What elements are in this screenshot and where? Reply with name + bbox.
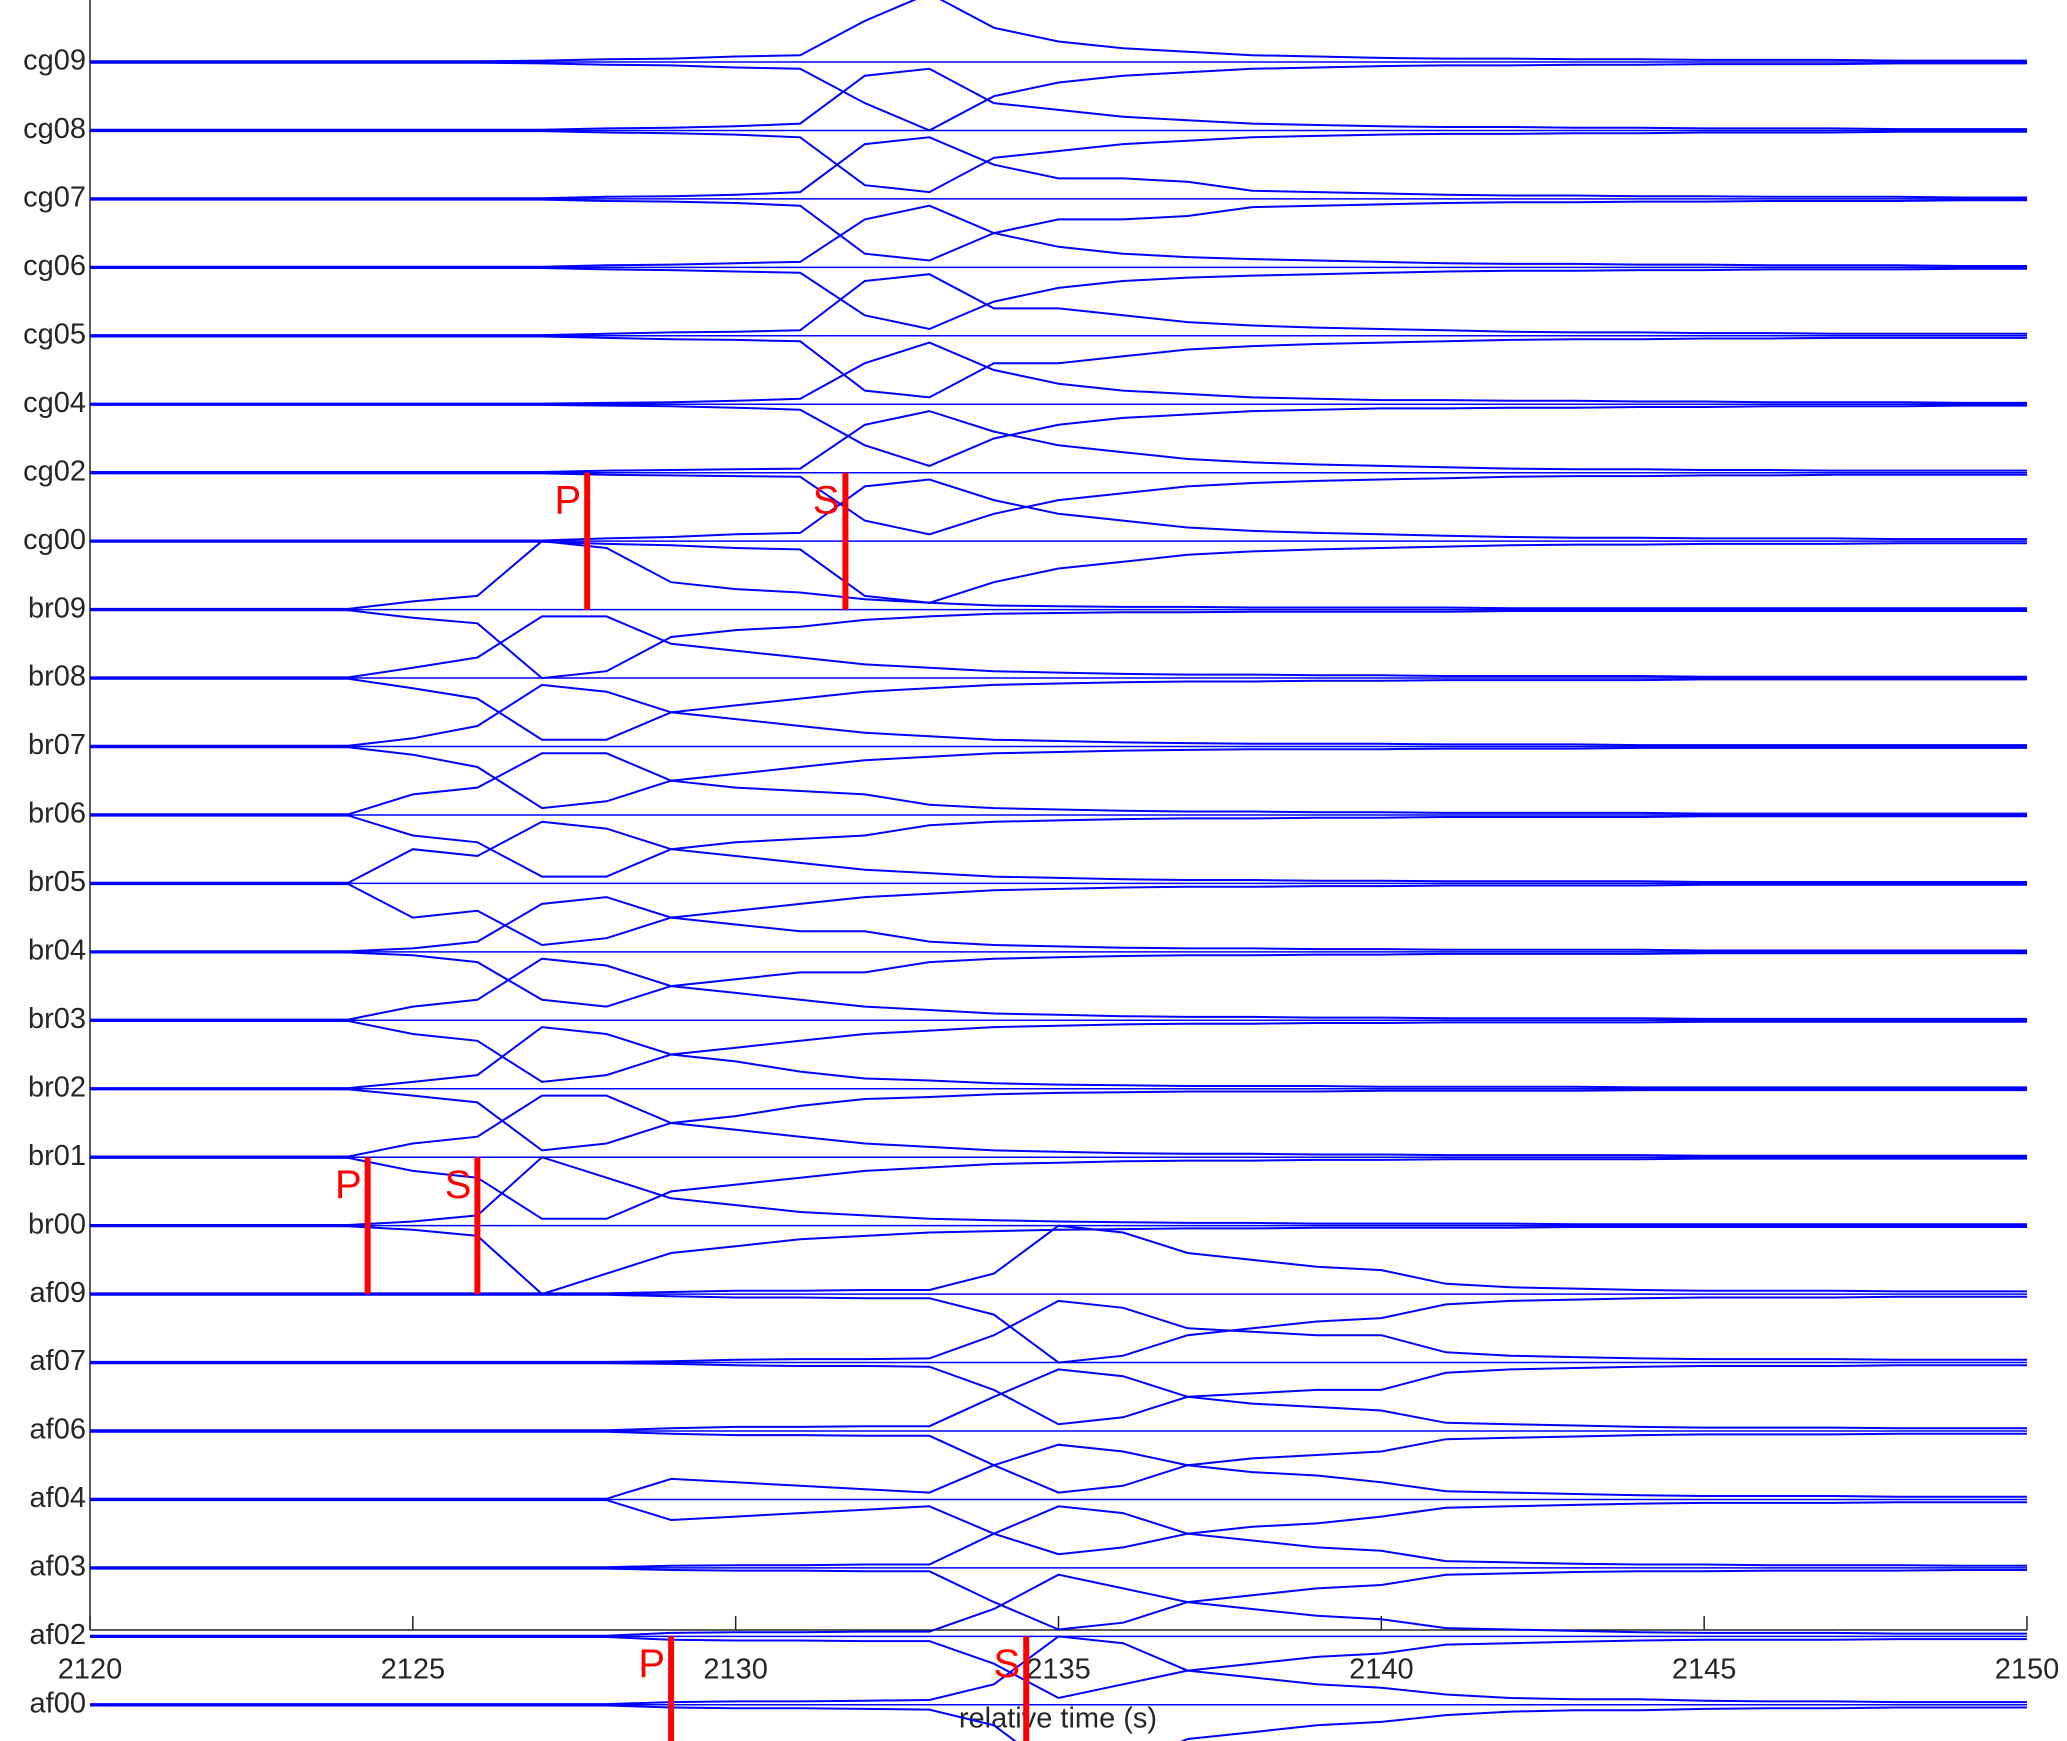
station-label: br06 [28,798,86,830]
trace-envelope-lower [90,61,2027,132]
trace-envelope-upper [90,1156,2027,1226]
station-label: cg04 [23,387,86,419]
station-label: br01 [28,1140,86,1172]
station-label: br00 [28,1208,86,1240]
phase-label: S [813,478,840,522]
trace-envelope-lower [90,1020,2027,1083]
station-label: cg06 [23,250,86,282]
station-label: br09 [28,592,86,624]
trace-envelope-lower [90,1499,2027,1556]
trace-envelope-upper [90,1635,2027,1706]
trace-envelope-lower [90,951,2027,1008]
station-label: cg09 [23,45,86,77]
x-tick-label: 2145 [1672,1654,1737,1686]
station-label: af07 [30,1345,86,1377]
station-label: cg02 [23,455,86,487]
trace-envelope-lower [90,267,2027,331]
trace-envelope-upper [90,957,2027,1021]
trace-envelope-lower [90,677,2027,741]
station-label: br05 [28,866,86,898]
station-label: br07 [28,729,86,761]
trace-envelope-lower [90,609,2027,680]
trace-envelope-lower [90,883,2027,947]
station-label: br04 [28,935,86,967]
phase-label: P [335,1163,362,1207]
trace-envelope-lower [90,335,2027,399]
trace-envelope-lower [90,198,2027,262]
trace-envelope-lower [90,1567,2027,1631]
trace-envelope-lower [90,1293,2027,1364]
x-axis-label: relative time (s) [959,1703,1157,1735]
x-tick-label: 2140 [1349,1654,1414,1686]
trace-envelope-lower [90,1362,2027,1426]
x-tick-label: 2120 [58,1654,123,1686]
trace-envelope-upper [90,1224,2027,1295]
station-label: af06 [30,1414,86,1446]
phase-label: P [638,1642,665,1686]
trace-envelope-lower [90,1636,2027,1700]
phase-label: S [445,1163,472,1207]
trace-envelope-upper [90,1573,2027,1637]
trace-envelope-lower [90,130,2027,194]
trace-envelope-upper [90,1299,2027,1363]
station-label: br08 [28,661,86,693]
trace-envelope-upper [90,273,2027,337]
trace-envelope-lower [90,746,2027,810]
station-label: br03 [28,1003,86,1035]
station-label: af02 [30,1619,86,1651]
trace-envelope-lower [90,814,2027,878]
trace-envelope-lower [90,472,2027,536]
x-tick-label: 2125 [381,1654,446,1686]
trace-envelope-upper [90,896,2027,953]
trace-envelope-upper [90,204,2027,268]
trace-envelope-lower [90,1704,2027,1741]
trace-envelope-upper [90,1368,2027,1432]
trace-envelope-upper [90,341,2027,405]
trace-envelope-upper [90,1443,2027,1500]
trace-envelope-upper [90,1026,2027,1090]
station-label: br02 [28,1071,86,1103]
trace-envelope-upper [90,1094,2027,1158]
trace-envelope-lower [90,403,2027,467]
station-label: cg05 [23,318,86,350]
station-label: af00 [30,1687,86,1719]
phase-label: S [994,1642,1021,1686]
station-label: cg00 [23,524,86,556]
station-label: af09 [30,1277,86,1309]
trace-envelope-upper [90,0,2027,63]
trace-envelope-upper [90,752,2027,816]
trace-envelope-upper [90,478,2027,542]
x-tick-label: 2135 [1026,1654,1091,1686]
station-label: af04 [30,1482,86,1514]
trace-envelope-lower [90,1430,2027,1494]
phase-label: P [554,478,581,522]
trace-envelope-lower [90,1225,2027,1296]
station-label: cg08 [23,113,86,145]
trace-envelope-lower [90,1156,2027,1220]
trace-envelope-upper [90,67,2027,131]
station-label: cg07 [23,182,86,214]
trace-envelope-upper [90,540,2027,610]
x-tick-label: 2130 [703,1654,768,1686]
trace-envelope-upper [90,1505,2027,1569]
trace-envelope-lower [90,540,2027,604]
trace-envelope-upper [90,410,2027,473]
trace-envelope-upper [90,820,2027,884]
trace-envelope-upper [90,615,2027,679]
trace-envelope-upper [90,136,2027,200]
station-label: af03 [30,1551,86,1583]
trace-envelope-upper [90,683,2027,747]
trace-envelope-lower [90,1088,2027,1152]
x-tick-label: 2150 [1995,1654,2060,1686]
